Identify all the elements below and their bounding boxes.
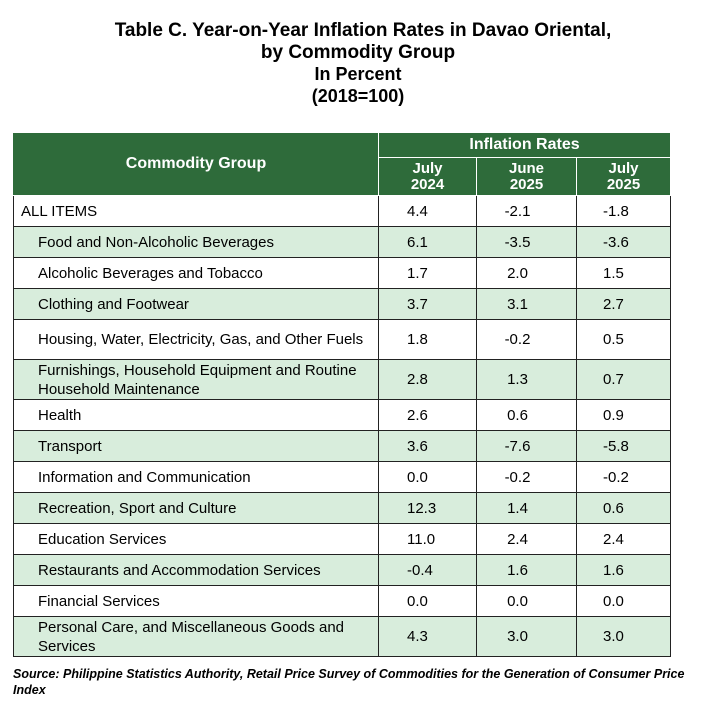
value-june-2025: 1.4: [476, 492, 577, 524]
value-july-2024: 1.7: [378, 257, 477, 289]
value-june-2025: -3.5: [476, 226, 577, 258]
value-june-2025: -0.2: [476, 319, 577, 360]
inflation-rates-header: Inflation Rates: [378, 132, 671, 158]
source-note: Source: Philippine Statistics Authority,…: [13, 667, 685, 697]
period-header-2: July 2025: [576, 157, 671, 196]
row-label: Restaurants and Accommodation Services: [13, 554, 379, 586]
row-label: Recreation, Sport and Culture: [13, 492, 379, 524]
commodity-group-header: Commodity Group: [13, 132, 379, 196]
title-line-2: by Commodity Group: [260, 42, 456, 63]
value-july-2025: -0.2: [576, 461, 671, 493]
value-june-2025: 1.3: [476, 359, 577, 400]
value-july-2025: 0.0: [576, 585, 671, 617]
value-july-2025: 2.4: [576, 523, 671, 555]
table-row: Furnishings, Household Equipment and Rou…: [13, 359, 671, 400]
value-july-2025: 2.7: [576, 288, 671, 320]
period-year: 2025: [509, 175, 544, 193]
table-row: Restaurants and Accommodation Services -…: [13, 554, 671, 586]
value-july-2025: 1.5: [576, 257, 671, 289]
table-row: Health 2.6 0.6 0.9: [13, 399, 671, 431]
table-row: Information and Communication 0.0 -0.2 -…: [13, 461, 671, 493]
table-row-all-items: ALL ITEMS 4.4 -2.1 -1.8: [13, 195, 671, 227]
period-month: July: [412, 159, 443, 177]
value-july-2025: 1.6: [576, 554, 671, 586]
value-june-2025: 3.1: [476, 288, 577, 320]
title-line-3: In Percent: [314, 64, 402, 84]
row-label: Clothing and Footwear: [13, 288, 379, 320]
value-june-2025: -2.1: [476, 195, 577, 227]
period-year: 2024: [410, 175, 445, 193]
value-july-2024: 2.8: [378, 359, 477, 400]
period-year: 2025: [606, 175, 641, 193]
period-month: July: [608, 159, 639, 177]
table-row: Education Services 11.0 2.4 2.4: [13, 523, 671, 555]
value-july-2024: 2.6: [378, 399, 477, 431]
period-month: June: [508, 159, 544, 177]
table-row: Clothing and Footwear 3.7 3.1 2.7: [13, 288, 671, 320]
value-july-2025: 0.6: [576, 492, 671, 524]
row-label: Health: [13, 399, 379, 431]
inflation-table: Commodity Group Inflation Rates July 202…: [13, 132, 671, 657]
row-label: ALL ITEMS: [13, 195, 379, 227]
row-label: Education Services: [13, 523, 379, 555]
table-row: Transport 3.6 -7.6 -5.8: [13, 430, 671, 462]
value-july-2025: -3.6: [576, 226, 671, 258]
value-july-2024: 12.3: [378, 492, 477, 524]
row-label: Transport: [13, 430, 379, 462]
value-july-2024: 6.1: [378, 226, 477, 258]
period-header-1: June 2025: [476, 157, 577, 196]
row-label: Food and Non-Alcoholic Beverages: [13, 226, 379, 258]
period-header-0: July 2024: [378, 157, 477, 196]
value-june-2025: 3.0: [476, 616, 577, 657]
table-row: Personal Care, and Miscellaneous Goods a…: [13, 616, 671, 657]
value-july-2024: 4.3: [378, 616, 477, 657]
title-line-4: (2018=100): [311, 86, 405, 106]
value-june-2025: 2.0: [476, 257, 577, 289]
value-july-2024: -0.4: [378, 554, 477, 586]
value-july-2025: 0.9: [576, 399, 671, 431]
value-july-2025: 0.7: [576, 359, 671, 400]
value-july-2024: 4.4: [378, 195, 477, 227]
value-june-2025: 0.0: [476, 585, 577, 617]
table-row: Financial Services 0.0 0.0 0.0: [13, 585, 671, 617]
value-july-2024: 0.0: [378, 585, 477, 617]
table-title: Table C. Year-on-Year Inflation Rates in…: [0, 20, 716, 108]
value-june-2025: -7.6: [476, 430, 577, 462]
row-label: Information and Communication: [13, 461, 379, 493]
table-row: Recreation, Sport and Culture 12.3 1.4 0…: [13, 492, 671, 524]
row-label: Personal Care, and Miscellaneous Goods a…: [13, 616, 379, 657]
value-july-2024: 3.6: [378, 430, 477, 462]
table-row: Alcoholic Beverages and Tobacco 1.7 2.0 …: [13, 257, 671, 289]
value-june-2025: 2.4: [476, 523, 577, 555]
row-label: Furnishings, Household Equipment and Rou…: [13, 359, 379, 400]
value-july-2025: 0.5: [576, 319, 671, 360]
value-june-2025: -0.2: [476, 461, 577, 493]
value-july-2025: -5.8: [576, 430, 671, 462]
value-july-2024: 1.8: [378, 319, 477, 360]
table-row: Food and Non-Alcoholic Beverages 6.1 -3.…: [13, 226, 671, 258]
row-label: Alcoholic Beverages and Tobacco: [13, 257, 379, 289]
row-label: Housing, Water, Electricity, Gas, and Ot…: [13, 319, 379, 360]
title-line-1: Table C. Year-on-Year Inflation Rates in…: [114, 20, 612, 41]
value-june-2025: 1.6: [476, 554, 577, 586]
value-july-2024: 3.7: [378, 288, 477, 320]
value-july-2025: 3.0: [576, 616, 671, 657]
value-june-2025: 0.6: [476, 399, 577, 431]
table-row: Housing, Water, Electricity, Gas, and Ot…: [13, 319, 671, 360]
row-label: Financial Services: [13, 585, 379, 617]
value-july-2024: 0.0: [378, 461, 477, 493]
value-july-2024: 11.0: [378, 523, 477, 555]
value-july-2025: -1.8: [576, 195, 671, 227]
